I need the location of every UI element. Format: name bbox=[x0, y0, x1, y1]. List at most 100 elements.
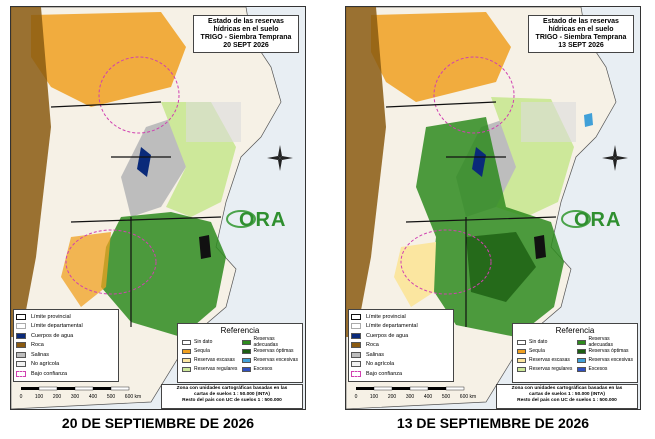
legend-swatch bbox=[182, 348, 191, 354]
legend-swatch bbox=[517, 357, 526, 363]
scarce-region bbox=[61, 232, 111, 307]
drought-region-north bbox=[371, 12, 511, 102]
scale-tick: 300 bbox=[406, 394, 415, 400]
legend-swatch bbox=[351, 313, 361, 320]
reference-item: Reservas adecuadas bbox=[241, 336, 299, 348]
compass-rose-icon bbox=[602, 145, 628, 171]
cartography-note: Zona con unidades cartográficas basadas … bbox=[161, 384, 303, 409]
title-date: 20 SEPT 2026 bbox=[223, 42, 269, 49]
legend-swatch bbox=[576, 366, 586, 372]
note-line: Zona con unidades cartográficas basadas … bbox=[176, 386, 288, 391]
legend-left: Límite provincial Límite departamental C… bbox=[348, 309, 454, 382]
salinas-region bbox=[121, 117, 186, 217]
ora-logo: ORA bbox=[221, 203, 291, 231]
reference-legend: Referencia Sin dato Reservas adecuadas S… bbox=[512, 323, 638, 383]
scale-tick: 100 bbox=[370, 394, 379, 400]
caption-right: 13 DE SEPTIEMBRE DE 2026 bbox=[396, 415, 590, 431]
legend-item: No agrícola bbox=[351, 360, 451, 370]
legend-label: Cuerpos de agua bbox=[31, 332, 74, 339]
note-line: Resto del país con UC de suelos 1 : 500.… bbox=[517, 398, 617, 403]
scale-tick: 400 bbox=[424, 394, 433, 400]
legend-item: Cuerpos de agua bbox=[16, 331, 116, 341]
low-confidence-zone-south bbox=[65, 229, 157, 295]
title-line: TRIGO - Siembra Temprana bbox=[535, 34, 627, 41]
legend-swatch bbox=[351, 370, 361, 377]
title-line: hídricas en el suelo bbox=[548, 26, 614, 33]
reference-item: Reservas óptimas bbox=[241, 347, 299, 355]
reference-item: Reservas escasas bbox=[517, 356, 574, 364]
reference-item: Sin dato bbox=[182, 338, 239, 346]
neighbor-country bbox=[521, 102, 576, 142]
scale-tick: 200 bbox=[388, 394, 397, 400]
legend-item: Roca bbox=[351, 341, 451, 351]
legend-item: Bajo confianza bbox=[351, 369, 451, 379]
reference-label: Reservas regulares bbox=[529, 366, 573, 372]
rock-region-west bbox=[346, 7, 386, 337]
legend-swatch bbox=[241, 339, 251, 345]
compass-rose-icon bbox=[267, 145, 293, 171]
cartography-note: Zona con unidades cartográficas basadas … bbox=[496, 384, 638, 409]
legend-item: Bajo confianza bbox=[16, 369, 116, 379]
reference-label: Reservas óptimas bbox=[588, 348, 629, 354]
legend-label: Límite provincial bbox=[366, 313, 406, 320]
legend-item: Cuerpos de agua bbox=[351, 331, 451, 341]
water-body-east bbox=[534, 235, 546, 259]
scale-tick: 500 bbox=[107, 394, 116, 400]
reference-item: Sequía bbox=[517, 347, 574, 355]
adequate-region bbox=[416, 117, 564, 337]
legend-label: Salinas bbox=[366, 351, 385, 358]
reference-item: Reservas escasas bbox=[182, 356, 239, 364]
legend-swatch bbox=[16, 361, 26, 368]
legend-swatch bbox=[517, 348, 526, 354]
reference-title: Referencia bbox=[220, 326, 260, 335]
low-confidence-zone-south bbox=[400, 229, 492, 295]
scale-tick: 0 bbox=[20, 394, 23, 400]
reference-item: Excesos bbox=[241, 365, 299, 373]
legend-swatch bbox=[517, 366, 526, 372]
low-confidence-zone bbox=[433, 56, 515, 134]
legend-item: No agrícola bbox=[16, 360, 116, 370]
legend-swatch bbox=[351, 342, 361, 349]
reference-legend: Referencia Sin dato Reservas adecuadas S… bbox=[177, 323, 303, 383]
scale-tick: 400 bbox=[89, 394, 98, 400]
water-body bbox=[137, 147, 151, 177]
ora-logo: ORA bbox=[556, 203, 626, 231]
legend-label: Salinas bbox=[31, 351, 50, 358]
reference-item: Reservas regulares bbox=[182, 365, 239, 373]
legend-item: Salinas bbox=[351, 350, 451, 360]
legend-swatch bbox=[16, 313, 26, 320]
title-line: TRIGO - Siembra Temprana bbox=[200, 34, 292, 41]
low-confidence-zone bbox=[98, 56, 180, 134]
reference-item: Excesos bbox=[576, 365, 634, 373]
legend-swatch bbox=[16, 351, 26, 358]
legend-swatch bbox=[241, 348, 251, 354]
note-line: Zona con unidades cartográficas basadas … bbox=[511, 386, 623, 391]
reference-label: Reservas regulares bbox=[194, 366, 238, 372]
scale-tick: 600 km bbox=[460, 394, 476, 400]
scale-bar: 0 100 200 300 400 500 600 km bbox=[17, 385, 157, 405]
legend-label: Límite departamental bbox=[31, 323, 83, 330]
logo-text: ORA bbox=[574, 209, 622, 231]
legend-swatch bbox=[16, 370, 26, 377]
water-body-east bbox=[199, 235, 211, 259]
excess-region bbox=[584, 113, 593, 127]
province-boundary bbox=[385, 101, 557, 327]
legend-swatch bbox=[576, 348, 586, 354]
legend-item: Límite provincial bbox=[351, 312, 451, 322]
reference-item: Reservas adecuadas bbox=[576, 336, 634, 348]
scale-tick: 0 bbox=[355, 394, 358, 400]
reference-item: Sin dato bbox=[517, 338, 574, 346]
legend-swatch bbox=[576, 339, 586, 345]
reference-title: Referencia bbox=[555, 326, 595, 335]
legend-swatch bbox=[351, 351, 361, 358]
legend-label: Límite departamental bbox=[366, 323, 418, 330]
legend-swatch bbox=[182, 339, 191, 345]
optimal-region bbox=[466, 232, 536, 302]
map-graphic bbox=[346, 7, 617, 409]
legend-swatch bbox=[351, 332, 361, 339]
reference-item: Reservas excesivas bbox=[576, 356, 634, 364]
note-line: Resto del país con UC de suelos 1 : 500.… bbox=[182, 398, 282, 403]
legend-item: Roca bbox=[16, 341, 116, 351]
map-title: Estado de las reservas hídricas en el su… bbox=[528, 15, 634, 53]
scale-tick: 500 bbox=[442, 394, 451, 400]
